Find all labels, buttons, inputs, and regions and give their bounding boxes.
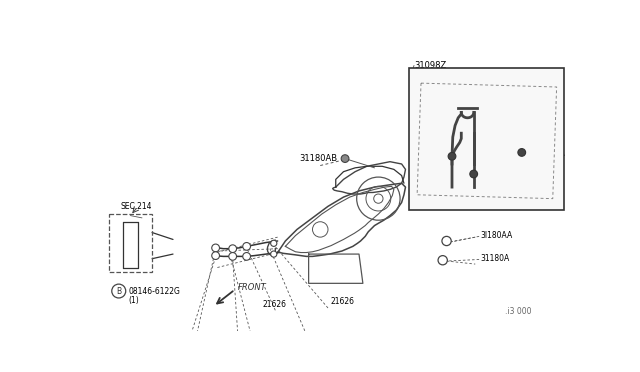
Text: .i3 000: .i3 000 <box>505 307 531 315</box>
Circle shape <box>341 155 349 163</box>
Circle shape <box>212 252 220 260</box>
Circle shape <box>271 240 277 246</box>
Text: 31180A: 31180A <box>481 254 510 263</box>
Circle shape <box>470 170 477 178</box>
Circle shape <box>243 253 250 260</box>
Text: 21626: 21626 <box>262 301 286 310</box>
Text: 31182EA: 31182EA <box>482 171 516 180</box>
Text: 31182E: 31182E <box>482 116 511 125</box>
Text: 3l180AA: 3l180AA <box>481 231 513 240</box>
Text: 31182EA: 31182EA <box>531 149 565 158</box>
Bar <box>109 214 152 272</box>
Circle shape <box>271 251 277 257</box>
Circle shape <box>448 153 456 160</box>
Circle shape <box>518 148 525 156</box>
Text: FRONT: FRONT <box>238 283 267 292</box>
Circle shape <box>438 256 447 265</box>
Text: 08146-6122G: 08146-6122G <box>128 286 180 295</box>
Text: 31180AB: 31180AB <box>300 154 337 163</box>
Circle shape <box>212 244 220 252</box>
Bar <box>410 68 564 210</box>
Text: 31098Z: 31098Z <box>414 61 446 70</box>
Circle shape <box>442 236 451 246</box>
Text: B: B <box>116 286 122 295</box>
Text: SEC.214: SEC.214 <box>120 202 152 211</box>
Circle shape <box>243 243 250 250</box>
Text: 21626: 21626 <box>330 296 355 305</box>
Circle shape <box>229 245 237 253</box>
Text: (1): (1) <box>128 296 139 305</box>
Circle shape <box>229 253 237 260</box>
